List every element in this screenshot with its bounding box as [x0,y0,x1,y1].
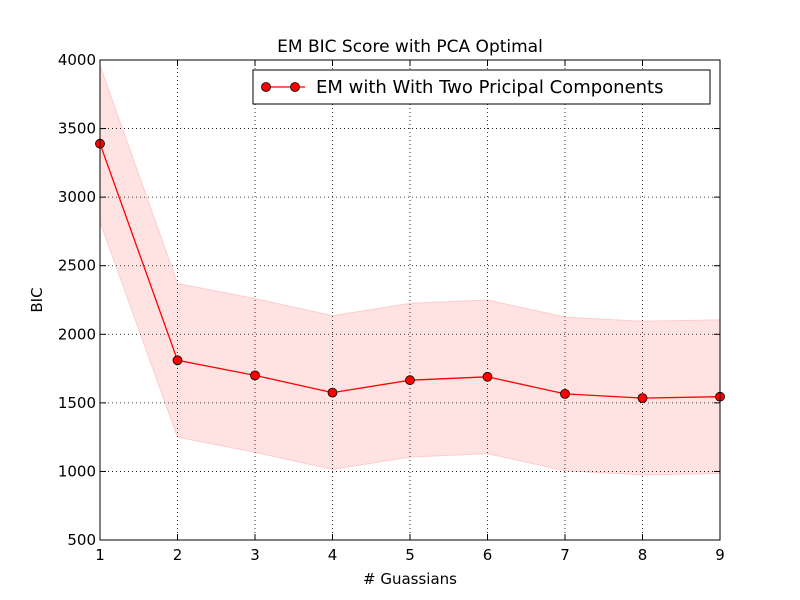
x-tick-label: 7 [560,546,570,564]
x-tick-label: 4 [328,546,338,564]
data-point [327,387,338,398]
data-point [405,375,415,386]
y-tick-label: 3500 [58,120,96,138]
legend-entry-label: EM with With Two Pricipal Components [316,77,664,98]
x-tick-label: 2 [173,546,183,564]
data-point [482,371,493,382]
y-tick-label: 2000 [58,325,96,343]
x-tick-label: 8 [638,546,648,564]
x-tick-label: 9 [715,546,725,564]
legend-box [252,69,711,105]
data-point [172,355,183,366]
x-tick-label: 1 [95,546,105,564]
y-tick-label: 1000 [58,462,96,480]
x-axis-label: # Guassians [363,570,457,588]
y-tick-label: 1500 [58,394,96,412]
data-point [637,393,648,404]
y-tick-label: 3000 [58,188,96,206]
legend: EM with With Two Pricipal Components [252,69,711,105]
x-tick-label: 5 [405,546,415,564]
x-tick-label: 3 [250,546,260,564]
grid-layer [100,60,720,540]
legend-marker-right [290,82,300,92]
y-tick-label: 2500 [58,257,96,275]
y-axis-label: BIC [28,287,46,312]
x-tick-label: 6 [483,546,493,564]
y-tick-label: 4000 [58,51,96,69]
axis-ticks: 1 2 3 4 5 6 7 8 9 500 1000 1500 2000 2500 3000 3500 4000 [58,51,725,564]
data-point [250,370,260,381]
chart-title: EM BIC Score with PCA Optimal [277,37,543,57]
y-tick-label: 500 [67,531,96,549]
data-point [560,388,570,399]
legend-marker-left [261,82,271,92]
